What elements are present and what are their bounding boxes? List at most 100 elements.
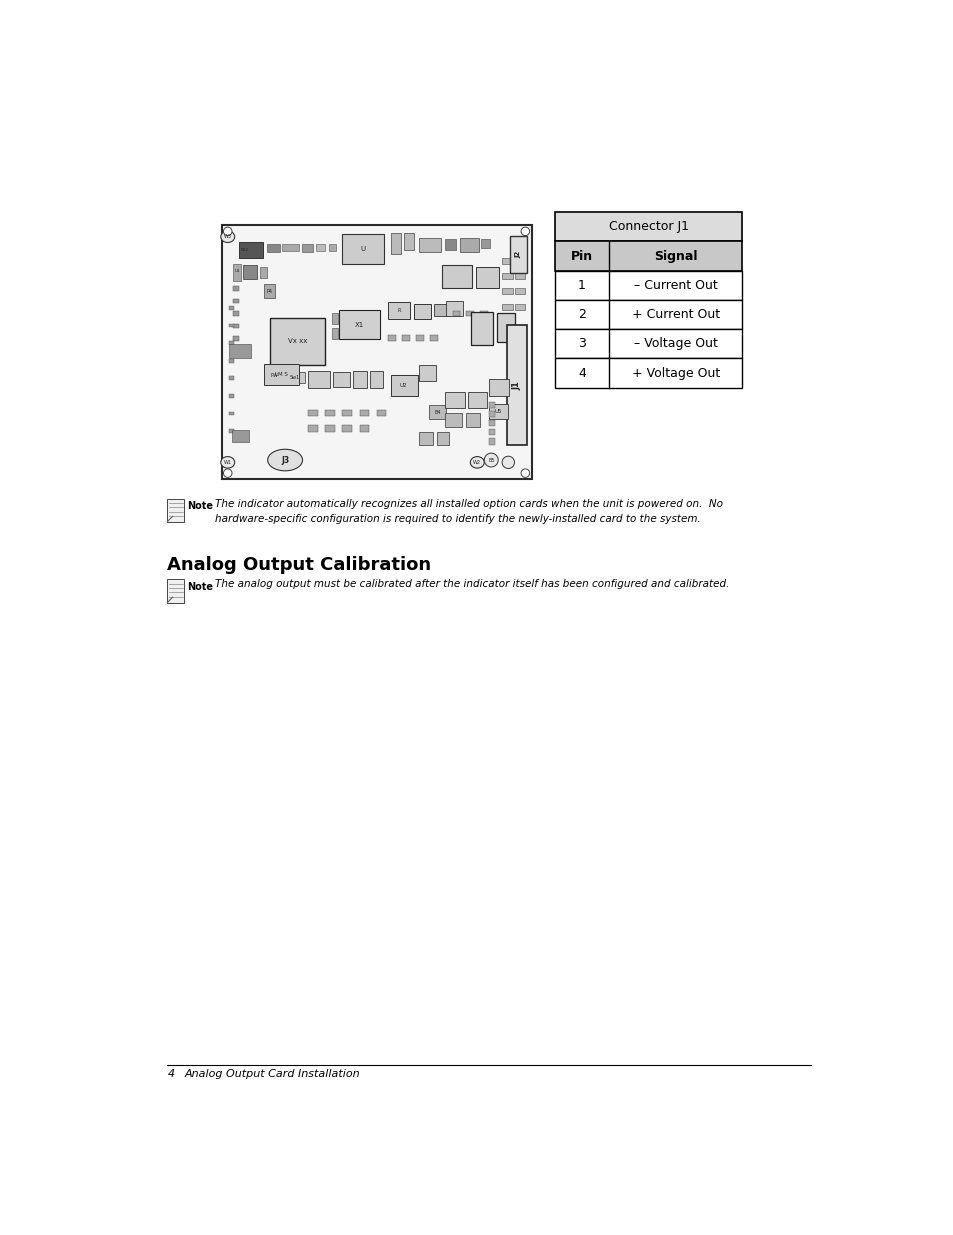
Bar xyxy=(434,304,447,316)
Bar xyxy=(430,336,437,341)
Bar xyxy=(229,377,233,380)
Text: 1: 1 xyxy=(578,279,585,291)
Bar xyxy=(476,267,498,288)
Text: B4: B4 xyxy=(434,410,440,415)
Text: + Current Out: + Current Out xyxy=(631,308,719,321)
Bar xyxy=(167,499,184,521)
Bar xyxy=(442,266,472,288)
Bar xyxy=(418,238,440,252)
Bar xyxy=(555,330,741,358)
Bar xyxy=(497,312,515,342)
Bar xyxy=(332,329,337,340)
Bar xyxy=(167,579,184,603)
Bar xyxy=(390,374,417,396)
Bar xyxy=(229,411,233,415)
Bar xyxy=(489,411,495,417)
Text: 4: 4 xyxy=(167,1070,174,1079)
Text: P4: P4 xyxy=(266,289,273,294)
Text: The indicator automatically recognizes all installed option cards when the unit : The indicator automatically recognizes a… xyxy=(215,499,722,509)
Bar xyxy=(555,212,741,241)
Bar xyxy=(229,394,233,398)
Text: J2: J2 xyxy=(515,251,521,258)
Bar xyxy=(243,266,257,279)
Text: U5: U5 xyxy=(494,409,501,414)
Text: J3: J3 xyxy=(281,456,289,464)
Text: Signal: Signal xyxy=(653,249,697,263)
Bar xyxy=(325,425,335,431)
Bar xyxy=(444,240,456,249)
Bar xyxy=(480,311,488,316)
Text: W3: W3 xyxy=(224,235,232,240)
Bar xyxy=(376,410,385,416)
Text: 3: 3 xyxy=(578,337,585,351)
Bar xyxy=(270,317,325,366)
Text: Analog Output Calibration: Analog Output Calibration xyxy=(167,556,431,574)
Bar xyxy=(429,405,446,419)
Text: 4: 4 xyxy=(578,367,585,379)
Bar xyxy=(325,410,335,416)
Text: hardware-specific configuration is required to identify the newly-installed card: hardware-specific configuration is requi… xyxy=(215,514,700,524)
Bar xyxy=(555,358,741,388)
Bar xyxy=(233,287,239,290)
Bar xyxy=(402,336,410,341)
Text: Note: Note xyxy=(187,582,213,592)
Bar xyxy=(416,336,423,341)
Bar xyxy=(436,432,449,445)
Bar xyxy=(388,303,410,319)
Bar xyxy=(308,372,330,389)
Bar xyxy=(446,300,463,316)
Bar xyxy=(489,379,509,396)
Bar xyxy=(260,267,266,278)
Text: Vx xx: Vx xx xyxy=(288,338,307,345)
Text: PW: PW xyxy=(270,373,278,378)
Bar xyxy=(229,359,233,363)
Text: Connector J1: Connector J1 xyxy=(608,220,688,233)
Bar xyxy=(509,236,526,273)
Bar xyxy=(444,412,461,427)
Bar xyxy=(501,288,513,294)
Bar xyxy=(514,288,525,294)
Bar xyxy=(342,425,352,431)
Bar xyxy=(444,391,464,409)
Circle shape xyxy=(223,227,232,236)
Bar xyxy=(555,300,741,330)
Bar xyxy=(229,306,233,310)
Bar xyxy=(555,241,741,270)
Text: – Voltage Out: – Voltage Out xyxy=(633,337,717,351)
Bar xyxy=(339,310,379,340)
Bar xyxy=(489,430,495,436)
Bar xyxy=(501,273,513,279)
Bar xyxy=(471,312,493,345)
Text: U: U xyxy=(359,246,365,252)
Bar xyxy=(328,245,335,252)
Bar xyxy=(489,420,495,426)
Circle shape xyxy=(223,469,232,478)
Bar xyxy=(233,336,239,341)
Bar xyxy=(302,245,313,252)
Text: X1: X1 xyxy=(355,321,364,327)
Bar xyxy=(489,404,507,419)
Bar xyxy=(359,410,369,416)
Text: R22: R22 xyxy=(240,248,249,252)
Bar xyxy=(489,438,495,445)
Bar xyxy=(414,304,431,319)
Bar xyxy=(514,258,525,264)
Ellipse shape xyxy=(470,457,484,468)
Text: 2: 2 xyxy=(578,308,585,321)
Bar xyxy=(501,304,513,310)
Bar xyxy=(229,430,233,433)
Bar xyxy=(353,372,367,389)
Bar xyxy=(233,299,239,303)
Bar xyxy=(418,432,433,445)
Bar xyxy=(465,412,479,427)
Text: LM S: LM S xyxy=(274,372,288,377)
Ellipse shape xyxy=(220,457,234,468)
Bar xyxy=(514,304,525,310)
Bar xyxy=(370,372,382,389)
Bar xyxy=(229,324,233,327)
Bar xyxy=(359,425,369,431)
Bar xyxy=(264,364,298,385)
Text: W1: W1 xyxy=(224,459,232,464)
Bar xyxy=(418,366,436,380)
Text: The analog output must be calibrated after the indicator itself has been configu: The analog output must be calibrated aft… xyxy=(215,579,729,589)
